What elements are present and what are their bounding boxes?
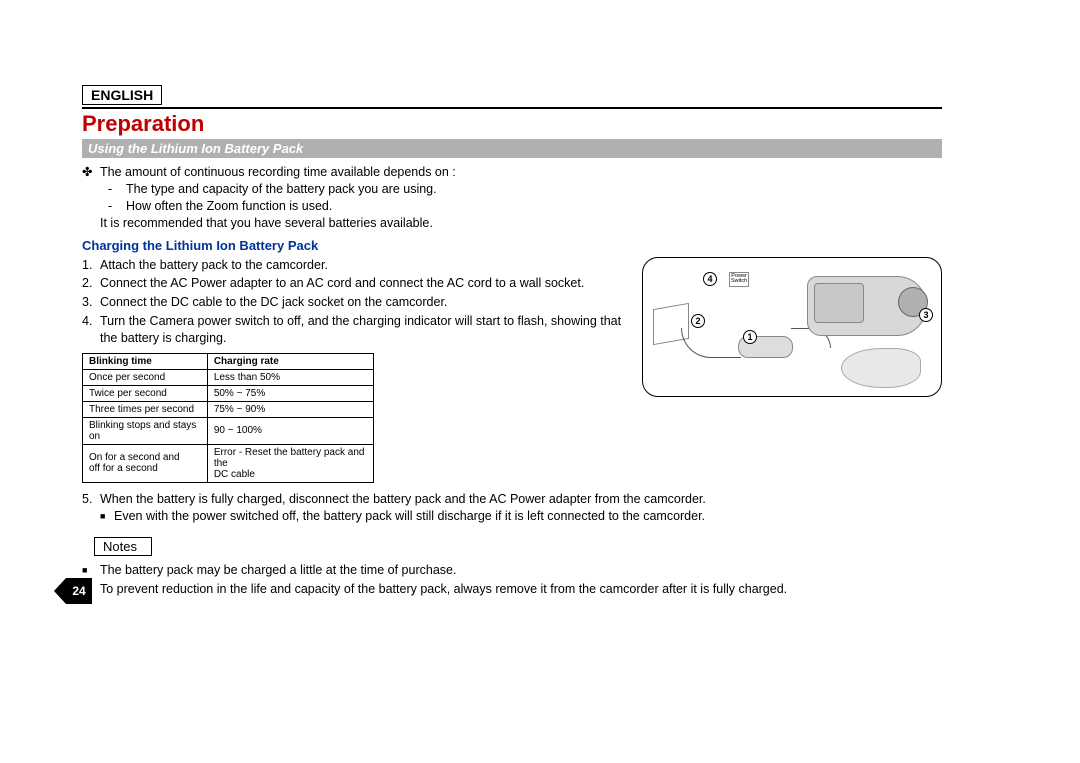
- step: 2. Connect the AC Power adapter to an AC…: [82, 275, 622, 292]
- table-cell: 75% ~ 90%: [207, 401, 373, 417]
- table-cell: Less than 50%: [207, 369, 373, 385]
- cord-icon: [681, 328, 741, 358]
- intro-lead: The amount of continuous recording time …: [100, 164, 942, 181]
- dash-icon: -: [100, 198, 126, 215]
- callout-1: 1: [743, 330, 757, 344]
- step-number: 1.: [82, 257, 100, 274]
- table-cell: 90 ~ 100%: [207, 417, 373, 444]
- table-row: Three times per second75% ~ 90%: [83, 401, 374, 417]
- intro-tail: It is recommended that you have several …: [100, 215, 942, 232]
- table-row: On for a second and off for a secondErro…: [83, 444, 374, 482]
- camcorder-icon: [807, 276, 927, 336]
- note-item: ■ The battery pack may be charged a litt…: [82, 562, 942, 579]
- step-number: 4.: [82, 313, 100, 347]
- step-number: 3.: [82, 294, 100, 311]
- page-title: Preparation: [82, 111, 942, 137]
- note-text: To prevent reduction in the life and cap…: [100, 581, 942, 598]
- square-bullet-icon: ■: [82, 562, 100, 579]
- intro-item: - The type and capacity of the battery p…: [100, 181, 942, 198]
- charging-heading: Charging the Lithium Ion Battery Pack: [82, 238, 942, 253]
- table-row: Once per secondLess than 50%: [83, 369, 374, 385]
- callout-2: 2: [691, 314, 705, 328]
- square-bullet-icon: ■: [100, 508, 114, 525]
- two-column-row: 1. Attach the battery pack to the camcor…: [82, 257, 942, 483]
- steps-column: 1. Attach the battery pack to the camcor…: [82, 257, 622, 483]
- intro-item-text: How often the Zoom function is used.: [126, 198, 332, 215]
- intro-body: The amount of continuous recording time …: [100, 164, 942, 232]
- intro-item-text: The type and capacity of the battery pac…: [126, 181, 437, 198]
- connection-diagram: Power Switch 4 2 1 3: [642, 257, 942, 397]
- bullet-icon: ✤: [82, 164, 100, 232]
- table-header: Charging rate: [207, 353, 373, 369]
- step-text: When the battery is fully charged, disco…: [100, 491, 942, 525]
- dash-icon: -: [100, 181, 126, 198]
- step-5-block: 5. When the battery is fully charged, di…: [82, 491, 942, 525]
- intro-item: - How often the Zoom function is used.: [100, 198, 942, 215]
- charging-table: Blinking time Charging rate Once per sec…: [82, 353, 374, 483]
- step-text: Turn the Camera power switch to off, and…: [100, 313, 622, 347]
- callout-3: 3: [919, 308, 933, 322]
- step-text: Connect the AC Power adapter to an AC co…: [100, 275, 622, 292]
- step-number: 2.: [82, 275, 100, 292]
- diagram-column: Power Switch 4 2 1 3: [642, 257, 942, 483]
- hand-icon: [841, 348, 921, 388]
- step5-sub-text: Even with the power switched off, the ba…: [114, 508, 705, 525]
- step-number: 5.: [82, 491, 100, 525]
- language-label: ENGLISH: [82, 85, 162, 105]
- step: 1. Attach the battery pack to the camcor…: [82, 257, 622, 274]
- table-row: Blinking stops and stays on90 ~ 100%: [83, 417, 374, 444]
- notes-heading: Notes: [94, 537, 152, 556]
- table-cell: Three times per second: [83, 401, 208, 417]
- page-number-badge: 24: [66, 578, 92, 604]
- manual-page: ENGLISH Preparation Using the Lithium Io…: [82, 85, 942, 599]
- note-text: The battery pack may be charged a little…: [100, 562, 942, 579]
- table-cell: Once per second: [83, 369, 208, 385]
- section-subtitle: Using the Lithium Ion Battery Pack: [82, 139, 942, 158]
- callout-4: 4: [703, 272, 717, 286]
- table-cell: Error - Reset the battery pack and the D…: [207, 444, 373, 482]
- step-text: Connect the DC cable to the DC jack sock…: [100, 294, 622, 311]
- table-cell: Blinking stops and stays on: [83, 417, 208, 444]
- camcorder-screen-icon: [814, 283, 864, 323]
- table-cell: Twice per second: [83, 385, 208, 401]
- step5-sub: ■ Even with the power switched off, the …: [100, 508, 942, 525]
- note-item: ■ To prevent reduction in the life and c…: [82, 581, 942, 598]
- step: 3. Connect the DC cable to the DC jack s…: [82, 294, 622, 311]
- step: 4. Turn the Camera power switch to off, …: [82, 313, 622, 347]
- table-cell: On for a second and off for a second: [83, 444, 208, 482]
- title-bar: Preparation: [82, 107, 942, 137]
- step5-line: When the battery is fully charged, disco…: [100, 491, 942, 508]
- table-row: Twice per second50% ~ 75%: [83, 385, 374, 401]
- power-switch-label: Power Switch: [729, 272, 749, 287]
- step-text: Attach the battery pack to the camcorder…: [100, 257, 622, 274]
- table-cell: 50% ~ 75%: [207, 385, 373, 401]
- intro-block: ✤ The amount of continuous recording tim…: [82, 164, 942, 232]
- table-header-row: Blinking time Charging rate: [83, 353, 374, 369]
- table-header: Blinking time: [83, 353, 208, 369]
